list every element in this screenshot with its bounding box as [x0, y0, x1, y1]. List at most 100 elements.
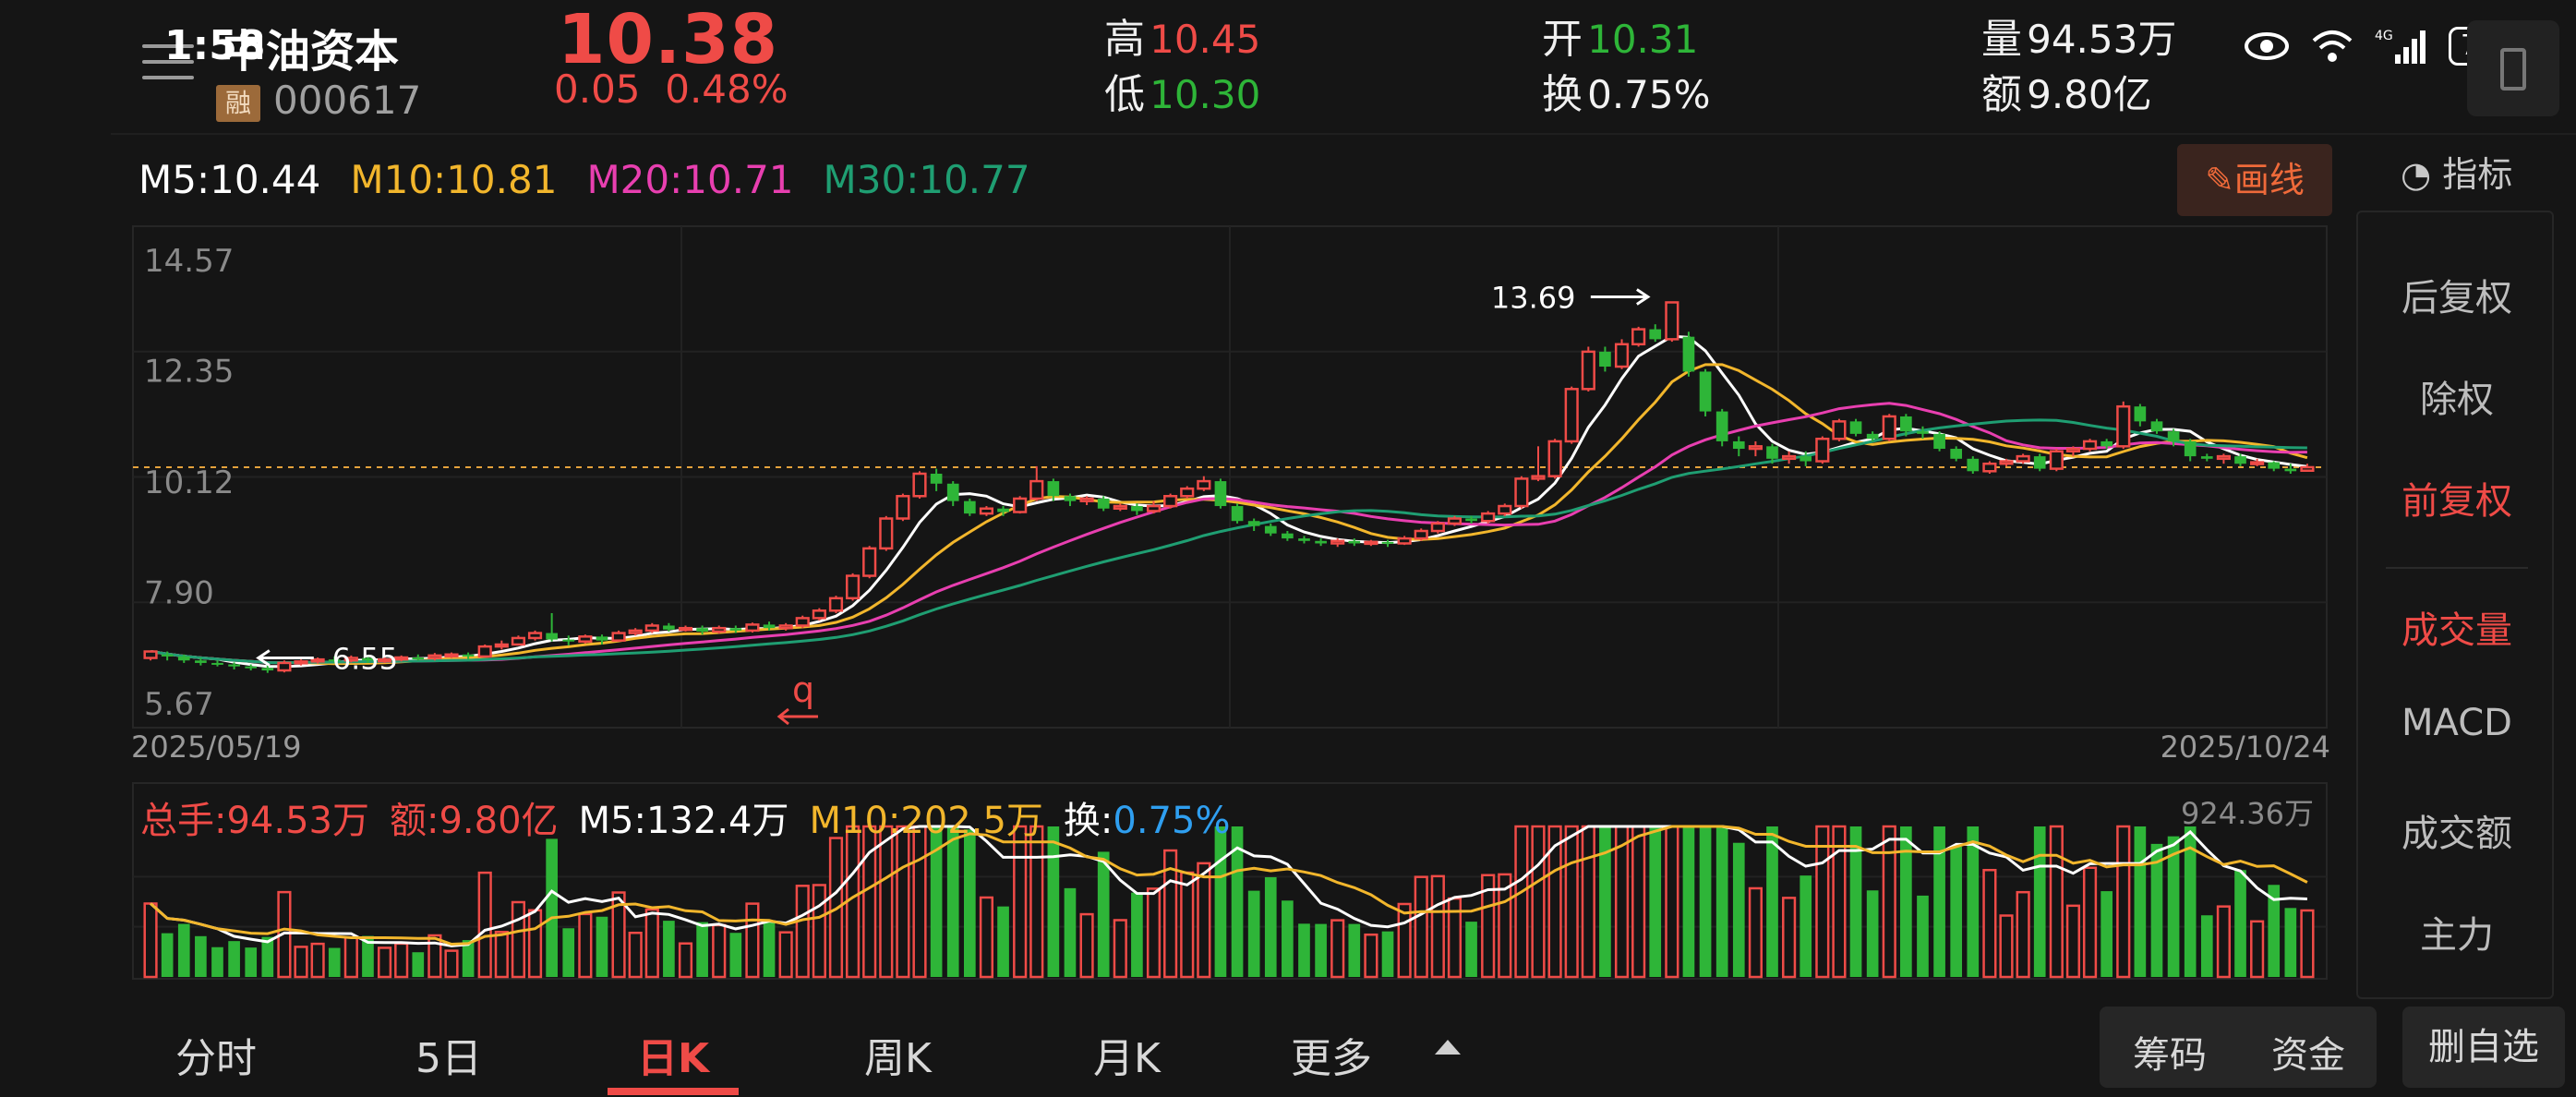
quote-low: 低 10.30	[1104, 61, 1260, 120]
open-value: 10.31	[1587, 17, 1699, 62]
volume-bar	[2016, 890, 2030, 979]
candle-body	[1982, 462, 1997, 473]
volume-bar	[1282, 900, 1294, 977]
volume-bar	[1013, 825, 1028, 979]
candle-body	[2016, 454, 2030, 463]
volume-bar	[2200, 915, 2213, 977]
candle-body	[1900, 416, 1912, 432]
volume-bar	[2250, 920, 2265, 979]
period-tabs: 分时 5日 日K 周K 月K 更多	[111, 1007, 2105, 1097]
candle-body	[663, 625, 675, 630]
volume-bar	[879, 825, 894, 979]
volume-bar	[1564, 825, 1579, 979]
volume-bar	[1064, 887, 1077, 977]
candle-body	[2082, 440, 2098, 451]
y-tick-label: 5.67	[144, 686, 214, 723]
total-amount: 额:9.80亿	[390, 800, 559, 842]
volume-bar	[562, 928, 575, 977]
volume-bar	[763, 922, 776, 977]
indicator-button[interactable]: ◔ 指标	[2401, 146, 2512, 197]
candle-body	[596, 636, 608, 641]
ma20-value: M20:10.71	[586, 157, 794, 202]
volume-bar	[1298, 923, 1310, 977]
volume-bar	[444, 949, 459, 979]
side-item-macd[interactable]: MACD	[2401, 702, 2512, 744]
volume-bar	[1766, 826, 1778, 977]
candle-body	[2300, 465, 2315, 473]
volume-bar	[1330, 919, 1345, 979]
candle-body	[1732, 440, 1745, 450]
candle-body	[511, 636, 526, 646]
volume-bar	[2049, 825, 2064, 979]
volume-bar	[745, 902, 760, 979]
side-item-turnover-amount[interactable]: 成交额	[2401, 813, 2512, 855]
volume-bar	[1815, 825, 1830, 979]
ma-line-m5	[150, 334, 2308, 669]
candle-body	[2216, 454, 2231, 461]
volume-bar	[2116, 825, 2131, 979]
side-item-main-force[interactable]: 主力	[2420, 914, 2494, 957]
gauge-icon: ◔	[2401, 154, 2432, 195]
candle-body	[444, 653, 459, 658]
candle-body	[1800, 456, 1812, 462]
candle-body	[1917, 431, 1929, 434]
tab-daily-k[interactable]: 日K	[637, 1035, 710, 1082]
candle-body	[310, 657, 325, 663]
side-item-forward-adjust[interactable]: 前复权	[2401, 480, 2512, 523]
volume-bar	[946, 826, 959, 977]
tab-5day[interactable]: 5日	[415, 1035, 482, 1082]
tab-weekly-k[interactable]: 周K	[864, 1035, 932, 1082]
side-item-ex-rights[interactable]: 除权	[2420, 379, 2494, 421]
tab-monthly-k[interactable]: 月K	[1093, 1035, 1161, 1082]
volume-bar	[1364, 933, 1378, 979]
volume-bar	[1732, 842, 1745, 977]
volume-bar	[912, 825, 927, 979]
candle-body	[1866, 433, 1879, 440]
side-item-volume[interactable]: 成交量	[2401, 609, 2512, 652]
rotate-screen-button[interactable]	[2467, 20, 2559, 116]
candle-body	[1782, 454, 1797, 461]
volume-bar	[1465, 922, 1477, 977]
menu-icon[interactable]	[142, 44, 194, 87]
vol-turnover: 换:0.75%	[1064, 790, 1231, 844]
ma5-value: M5:10.44	[138, 157, 321, 202]
candle-body	[2065, 447, 2081, 452]
candle-body	[477, 645, 492, 658]
chevron-up-icon[interactable]	[1435, 1040, 1461, 1055]
remove-watchlist-button[interactable]: 删自选	[2402, 1007, 2565, 1088]
candle-body	[1950, 449, 1963, 459]
active-tab-indicator	[608, 1088, 739, 1095]
funds-button[interactable]: 资金	[2271, 1034, 2345, 1077]
candle-body	[1531, 475, 1546, 480]
draw-line-button[interactable]: ✎画线	[2177, 144, 2332, 216]
volume-bar	[2184, 826, 2197, 977]
volume-bar	[644, 908, 659, 979]
candle-body	[1465, 518, 1477, 522]
volume-bar	[211, 946, 223, 977]
volume-bar	[1397, 902, 1412, 979]
ma10-value: M10:10.81	[350, 157, 558, 202]
vol-turnover-label: 换:	[1063, 800, 1113, 842]
status-time: 1:58	[164, 22, 266, 69]
candle-body	[1564, 388, 1579, 443]
volume-bar	[527, 909, 543, 979]
side-item-back-adjust[interactable]: 后复权	[2401, 277, 2512, 319]
kline-chart[interactable]: 14.57 12.35 10.12 7.90 5.67 2025/05/19 2025/10…	[0, 0, 2345, 997]
volume-bar	[1917, 895, 1929, 977]
candle-body	[1665, 301, 1679, 341]
tab-more[interactable]: 更多	[1291, 1035, 1372, 1082]
volume-bar	[1999, 914, 2014, 979]
candle-body	[2184, 440, 2197, 457]
candle-body	[1163, 495, 1178, 508]
candle-body	[2150, 421, 2163, 432]
tab-intraday[interactable]: 分时	[175, 1035, 257, 1082]
volume-bar	[1982, 868, 1997, 979]
volume-frame	[132, 782, 2328, 980]
candle-body	[412, 657, 425, 659]
candle-body	[763, 624, 776, 629]
volume-bar	[678, 942, 693, 979]
y-tick-label: 14.57	[144, 243, 234, 280]
volume-bar	[1531, 825, 1546, 979]
chips-button[interactable]: 筹码	[2133, 1034, 2207, 1077]
volume-bar	[377, 946, 392, 979]
